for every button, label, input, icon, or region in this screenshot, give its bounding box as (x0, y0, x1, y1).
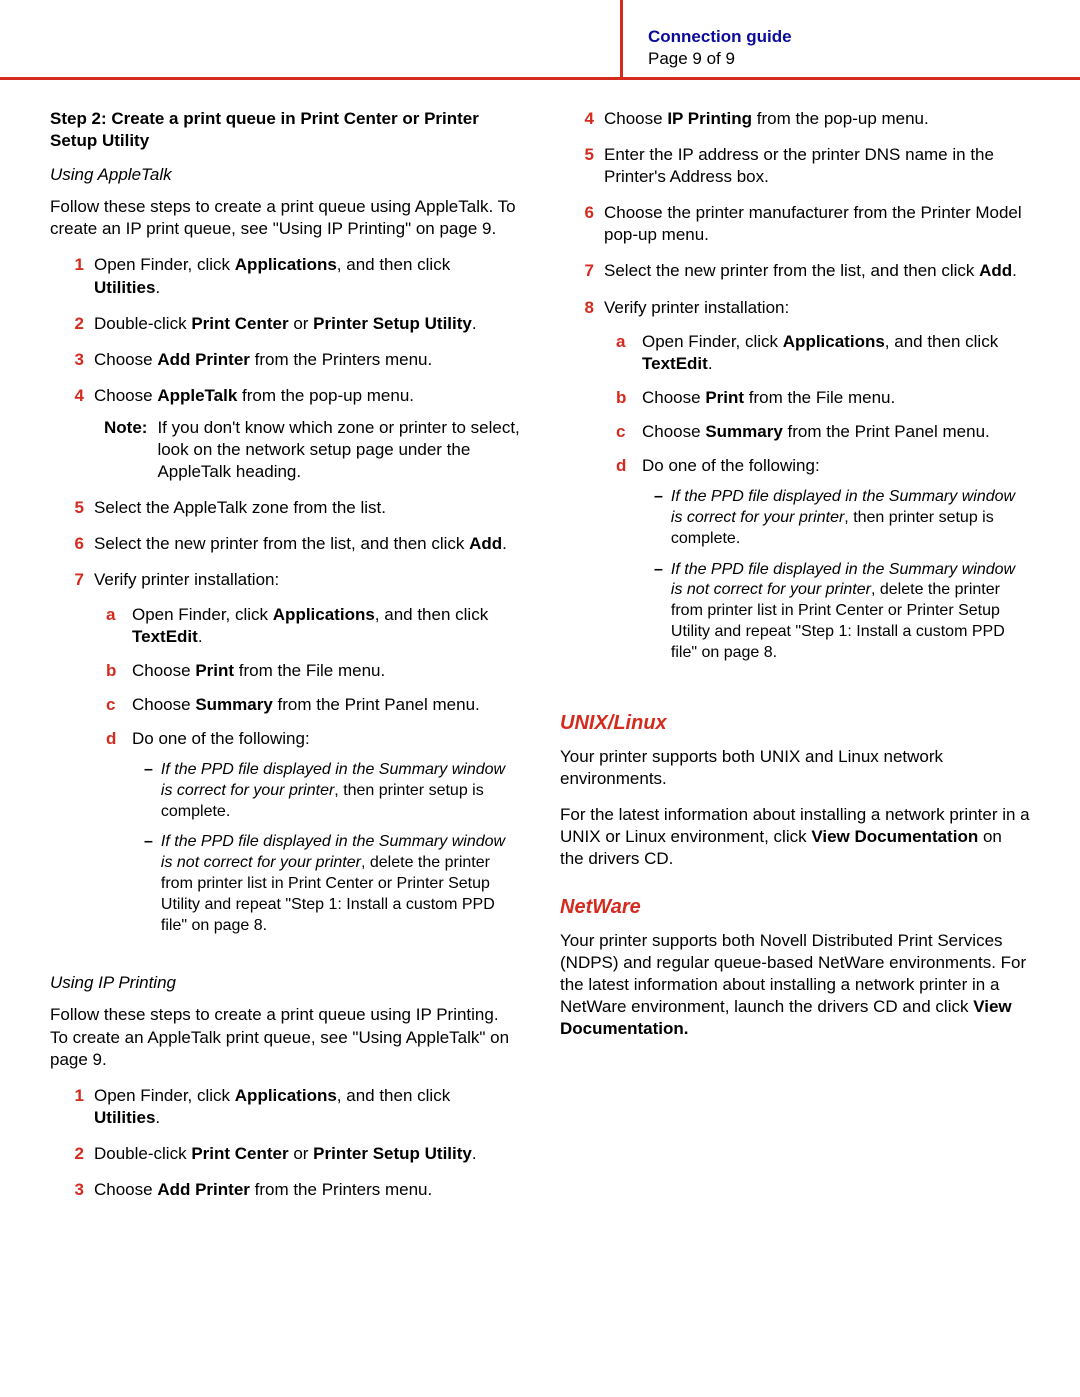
step-body: Double-click Print Center or Printer Set… (94, 313, 520, 335)
left-column: Step 2: Create a print queue in Print Ce… (50, 108, 520, 1215)
list-item: 4 Choose IP Printing from the pop-up men… (560, 108, 1030, 130)
step-number: 8 (578, 297, 594, 686)
dash-list: –If the PPD file displayed in the Summar… (642, 487, 1030, 663)
step-body: Verify printer installation: aOpen Finde… (604, 297, 1030, 686)
step-number: 1 (68, 1085, 84, 1129)
list-item: 5 Select the AppleTalk zone from the lis… (50, 497, 520, 519)
step-number: 3 (68, 349, 84, 371)
list-item: 6 Choose the printer manufacturer from t… (560, 202, 1030, 246)
list-item: –If the PPD file displayed in the Summar… (132, 832, 520, 936)
list-item: –If the PPD file displayed in the Summar… (642, 487, 1030, 549)
list-item: 8 Verify printer installation: aOpen Fin… (560, 297, 1030, 686)
unix-p2: For the latest information about install… (560, 804, 1030, 870)
list-item: 4 Choose AppleTalk from the pop-up menu.… (50, 385, 520, 483)
appletalk-intro: Follow these steps to create a print que… (50, 196, 520, 240)
step-body: Select the new printer from the list, an… (94, 533, 520, 555)
step-body: Open Finder, click Applications, and the… (94, 254, 520, 298)
step-number: 5 (68, 497, 84, 519)
step-letter: a (106, 604, 122, 648)
step-number: 4 (578, 108, 594, 130)
note-text: If you don't know which zone or printer … (157, 417, 520, 483)
list-item: cChoose Summary from the Print Panel men… (94, 694, 520, 716)
dash-icon: – (144, 760, 153, 822)
list-item: 3 Choose Add Printer from the Printers m… (50, 349, 520, 371)
step-letter: a (616, 331, 632, 375)
list-item: 7 Verify printer installation: aOpen Fin… (50, 569, 520, 958)
list-item: 7 Select the new printer from the list, … (560, 260, 1030, 282)
step-letter: b (616, 387, 632, 409)
sub-steps: aOpen Finder, click Applications, and th… (604, 331, 1030, 674)
list-item: 1 Open Finder, click Applications, and t… (50, 1085, 520, 1129)
step-letter: d (616, 455, 632, 673)
step-body: Choose the printer manufacturer from the… (604, 202, 1030, 246)
step-body: Enter the IP address or the printer DNS … (604, 144, 1030, 188)
list-item: bChoose Print from the File menu. (94, 660, 520, 682)
step-number: 7 (68, 569, 84, 958)
note: Note: If you don't know which zone or pr… (94, 417, 520, 483)
step-body: Select the new printer from the list, an… (604, 260, 1030, 282)
appletalk-heading: Using AppleTalk (50, 164, 520, 186)
header-meta: Connection guide Page 9 of 9 (648, 26, 792, 70)
step-body: Choose Add Printer from the Printers men… (94, 349, 520, 371)
step-body: Double-click Print Center or Printer Set… (94, 1143, 520, 1165)
step-number: 6 (578, 202, 594, 246)
netware-p1: Your printer supports both Novell Distri… (560, 930, 1030, 1040)
list-item: aOpen Finder, click Applications, and th… (94, 604, 520, 648)
step-title: Step 2: Create a print queue in Print Ce… (50, 108, 520, 152)
step-number: 2 (68, 313, 84, 335)
list-item: 2 Double-click Print Center or Printer S… (50, 1143, 520, 1165)
page-number: Page 9 of 9 (648, 48, 792, 70)
step-number: 2 (68, 1143, 84, 1165)
sub-steps: aOpen Finder, click Applications, and th… (94, 604, 520, 947)
dash-list: –If the PPD file displayed in the Summar… (132, 760, 520, 936)
dash-icon: – (144, 832, 153, 936)
step-body: Verify printer installation: aOpen Finde… (94, 569, 520, 958)
right-column: 4 Choose IP Printing from the pop-up men… (560, 108, 1030, 1215)
step-body: Select the AppleTalk zone from the list. (94, 497, 520, 519)
list-item: dDo one of the following: –If the PPD fi… (604, 455, 1030, 673)
step-body: Open Finder, click Applications, and the… (94, 1085, 520, 1129)
list-item: –If the PPD file displayed in the Summar… (642, 560, 1030, 664)
step-body: Choose Add Printer from the Printers men… (94, 1179, 520, 1201)
list-item: dDo one of the following: –If the PPD fi… (94, 728, 520, 946)
dash-icon: – (654, 487, 663, 549)
ip-heading: Using IP Printing (50, 972, 520, 994)
ip-intro: Follow these steps to create a print que… (50, 1004, 520, 1070)
unix-p1: Your printer supports both UNIX and Linu… (560, 746, 1030, 790)
step-body: Choose AppleTalk from the pop-up menu. N… (94, 385, 520, 483)
page-content: Step 2: Create a print queue in Print Ce… (0, 80, 1080, 1255)
step-number: 5 (578, 144, 594, 188)
doc-title: Connection guide (648, 26, 792, 48)
note-label: Note: (104, 417, 147, 483)
step-number: 1 (68, 254, 84, 298)
appletalk-steps: 1 Open Finder, click Applications, and t… (50, 254, 520, 958)
list-item: 5 Enter the IP address or the printer DN… (560, 144, 1030, 188)
step-body: Choose IP Printing from the pop-up menu. (604, 108, 1030, 130)
list-item: 6 Select the new printer from the list, … (50, 533, 520, 555)
list-item: aOpen Finder, click Applications, and th… (604, 331, 1030, 375)
step-number: 4 (68, 385, 84, 483)
page-header: Connection guide Page 9 of 9 (0, 0, 1080, 80)
step-number: 3 (68, 1179, 84, 1201)
list-item: 1 Open Finder, click Applications, and t… (50, 254, 520, 298)
step-number: 6 (68, 533, 84, 555)
list-item: 3 Choose Add Printer from the Printers m… (50, 1179, 520, 1201)
list-item: –If the PPD file displayed in the Summar… (132, 760, 520, 822)
step-letter: c (616, 421, 632, 443)
netware-heading: NetWare (560, 894, 1030, 920)
step-letter: d (106, 728, 122, 946)
step-letter: b (106, 660, 122, 682)
header-divider (620, 0, 623, 80)
dash-icon: – (654, 560, 663, 664)
list-item: cChoose Summary from the Print Panel men… (604, 421, 1030, 443)
list-item: 2 Double-click Print Center or Printer S… (50, 313, 520, 335)
ip-steps: 1 Open Finder, click Applications, and t… (50, 1085, 520, 1201)
step-number: 7 (578, 260, 594, 282)
list-item: bChoose Print from the File menu. (604, 387, 1030, 409)
step-letter: c (106, 694, 122, 716)
ip-steps-cont: 4 Choose IP Printing from the pop-up men… (560, 108, 1030, 686)
unix-heading: UNIX/Linux (560, 710, 1030, 736)
